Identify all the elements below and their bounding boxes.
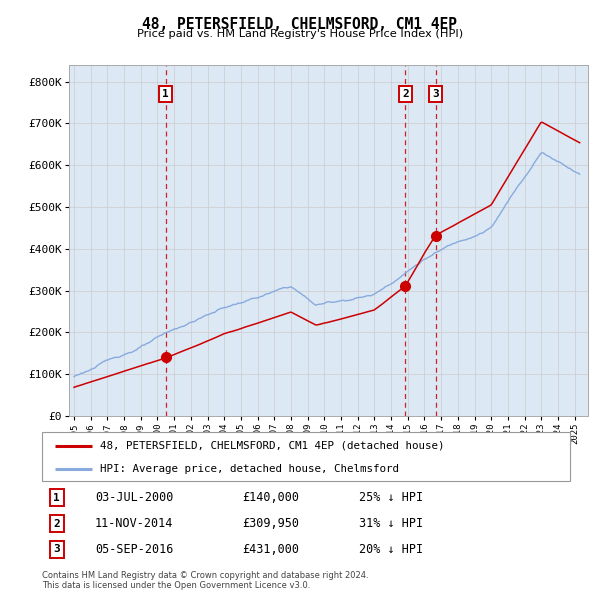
FancyBboxPatch shape <box>42 432 570 481</box>
Text: 20% ↓ HPI: 20% ↓ HPI <box>359 543 423 556</box>
Text: HPI: Average price, detached house, Chelmsford: HPI: Average price, detached house, Chel… <box>100 464 399 474</box>
Text: 3: 3 <box>432 89 439 99</box>
Text: £309,950: £309,950 <box>242 517 299 530</box>
Text: £140,000: £140,000 <box>242 491 299 504</box>
Text: 11-NOV-2014: 11-NOV-2014 <box>95 517 173 530</box>
Text: 25% ↓ HPI: 25% ↓ HPI <box>359 491 423 504</box>
Text: 1: 1 <box>53 493 60 503</box>
Text: 2: 2 <box>402 89 409 99</box>
Text: Contains HM Land Registry data © Crown copyright and database right 2024.
This d: Contains HM Land Registry data © Crown c… <box>42 571 368 590</box>
Text: 03-JUL-2000: 03-JUL-2000 <box>95 491 173 504</box>
Text: 1: 1 <box>163 89 169 99</box>
Text: £431,000: £431,000 <box>242 543 299 556</box>
Text: 48, PETERSFIELD, CHELMSFORD, CM1 4EP (detached house): 48, PETERSFIELD, CHELMSFORD, CM1 4EP (de… <box>100 441 445 451</box>
Text: Price paid vs. HM Land Registry's House Price Index (HPI): Price paid vs. HM Land Registry's House … <box>137 29 463 39</box>
Text: 3: 3 <box>53 544 60 554</box>
Text: 48, PETERSFIELD, CHELMSFORD, CM1 4EP: 48, PETERSFIELD, CHELMSFORD, CM1 4EP <box>143 17 458 31</box>
Text: 05-SEP-2016: 05-SEP-2016 <box>95 543 173 556</box>
Text: 31% ↓ HPI: 31% ↓ HPI <box>359 517 423 530</box>
Text: 2: 2 <box>53 519 60 529</box>
